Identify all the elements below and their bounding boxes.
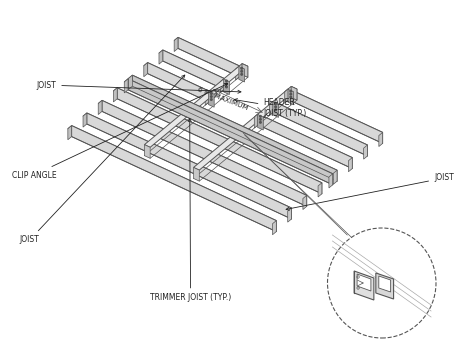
- Text: CLIP ANGLE: CLIP ANGLE: [11, 84, 228, 179]
- Polygon shape: [273, 221, 276, 235]
- Circle shape: [260, 116, 261, 117]
- Polygon shape: [147, 63, 209, 102]
- Circle shape: [290, 96, 292, 98]
- Polygon shape: [205, 91, 209, 105]
- Polygon shape: [124, 79, 128, 93]
- Polygon shape: [114, 88, 322, 186]
- Polygon shape: [288, 208, 291, 222]
- Polygon shape: [235, 66, 240, 80]
- Circle shape: [211, 99, 212, 100]
- Polygon shape: [349, 158, 352, 172]
- Circle shape: [241, 70, 242, 72]
- Polygon shape: [220, 79, 224, 93]
- Polygon shape: [257, 114, 263, 130]
- Circle shape: [211, 93, 212, 94]
- Circle shape: [327, 228, 436, 338]
- Polygon shape: [239, 66, 245, 82]
- Text: JOIST: JOIST: [20, 75, 185, 245]
- Polygon shape: [254, 114, 352, 161]
- Polygon shape: [224, 79, 229, 95]
- Polygon shape: [114, 88, 117, 102]
- Circle shape: [290, 90, 292, 92]
- Polygon shape: [379, 276, 391, 292]
- Polygon shape: [242, 64, 248, 77]
- Polygon shape: [291, 87, 297, 100]
- Polygon shape: [98, 100, 307, 199]
- Polygon shape: [288, 89, 294, 105]
- Polygon shape: [269, 101, 367, 148]
- Polygon shape: [285, 89, 289, 103]
- Polygon shape: [289, 89, 382, 143]
- Polygon shape: [83, 113, 87, 127]
- Polygon shape: [144, 64, 248, 147]
- Polygon shape: [98, 100, 102, 115]
- Circle shape: [275, 106, 277, 108]
- Polygon shape: [194, 167, 199, 181]
- Polygon shape: [178, 37, 240, 77]
- Circle shape: [275, 109, 277, 111]
- Text: JOIST: JOIST: [37, 80, 241, 93]
- Polygon shape: [144, 63, 147, 77]
- Polygon shape: [71, 126, 276, 232]
- Circle shape: [241, 68, 242, 69]
- Polygon shape: [163, 50, 224, 89]
- Polygon shape: [68, 126, 71, 140]
- Polygon shape: [68, 126, 276, 224]
- Polygon shape: [364, 145, 367, 159]
- Polygon shape: [174, 37, 240, 69]
- Polygon shape: [291, 87, 297, 100]
- Polygon shape: [242, 64, 248, 77]
- Polygon shape: [159, 50, 224, 82]
- Polygon shape: [354, 271, 374, 300]
- Polygon shape: [273, 101, 367, 156]
- Text: HEADER
JOIST (TYP.): HEADER JOIST (TYP.): [234, 98, 307, 118]
- Polygon shape: [87, 113, 291, 219]
- Polygon shape: [357, 274, 371, 291]
- Text: JOIST: JOIST: [286, 173, 454, 210]
- Polygon shape: [269, 101, 273, 115]
- Polygon shape: [124, 79, 333, 177]
- Circle shape: [260, 121, 261, 123]
- Polygon shape: [318, 183, 322, 197]
- Circle shape: [241, 74, 242, 75]
- Polygon shape: [132, 75, 337, 181]
- Circle shape: [226, 83, 227, 85]
- Polygon shape: [174, 37, 178, 52]
- Circle shape: [260, 119, 261, 120]
- Polygon shape: [376, 273, 393, 299]
- Polygon shape: [329, 174, 333, 188]
- Text: TRIMMER JOIST (TYP.): TRIMMER JOIST (TYP.): [150, 119, 231, 303]
- Polygon shape: [208, 91, 214, 107]
- Polygon shape: [128, 79, 333, 185]
- Polygon shape: [333, 170, 337, 184]
- Polygon shape: [129, 75, 132, 89]
- Polygon shape: [117, 88, 322, 194]
- Polygon shape: [144, 63, 209, 94]
- Polygon shape: [273, 102, 278, 117]
- Polygon shape: [194, 87, 297, 170]
- Polygon shape: [379, 132, 382, 147]
- Polygon shape: [159, 50, 163, 64]
- Circle shape: [226, 86, 227, 88]
- Polygon shape: [144, 145, 150, 158]
- Polygon shape: [102, 100, 307, 206]
- Text: 6 FT MAXIMUM: 6 FT MAXIMUM: [196, 87, 248, 111]
- Circle shape: [275, 103, 277, 105]
- Circle shape: [226, 80, 227, 82]
- Polygon shape: [254, 114, 258, 128]
- Polygon shape: [129, 75, 337, 173]
- Polygon shape: [303, 195, 307, 210]
- Polygon shape: [258, 114, 352, 169]
- Circle shape: [211, 96, 212, 97]
- Polygon shape: [83, 113, 291, 211]
- Circle shape: [290, 93, 292, 95]
- Polygon shape: [285, 89, 382, 136]
